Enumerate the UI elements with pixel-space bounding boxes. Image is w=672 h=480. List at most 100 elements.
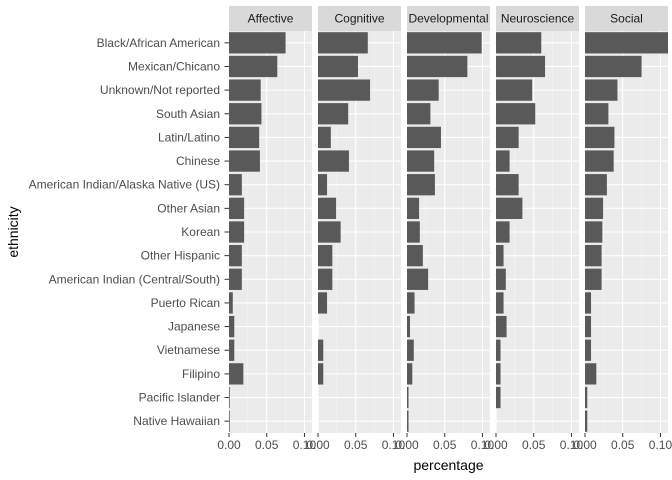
y-tick-label-japanese: Japanese	[168, 320, 220, 334]
bar-social-korean	[585, 221, 603, 243]
bar-affective-other-hispanic	[229, 245, 242, 267]
panel-social: Social 0.00 0.05 0.10	[573, 6, 672, 452]
y-tick-label-other-hispanic: Other Hispanic	[141, 249, 220, 263]
bar-social-puerto-rican	[585, 292, 592, 314]
bar-cognitive-south-asian	[318, 103, 349, 125]
bar-cognitive-other-hispanic	[318, 245, 333, 267]
bar-cognitive-korean	[318, 221, 341, 243]
y-tick-label-mexican-chicano: Mexican/Chicano	[128, 59, 220, 73]
y-axis-title: ethnicity	[5, 206, 21, 257]
bar-social-native-hawaiian	[585, 410, 588, 432]
panel-cognitive: Cognitive 0.00 0.05 0.10	[306, 6, 405, 452]
bar-neuroscience-chinese	[496, 150, 510, 172]
y-tick-label-latin-latino: Latin/Latino	[158, 130, 220, 144]
facet-label-affective: Affective	[248, 12, 294, 26]
bar-developmental-korean	[407, 221, 420, 243]
x-tick-label: 0.00	[573, 438, 597, 452]
bar-developmental-mexican-chicano	[407, 55, 468, 78]
bar-neuroscience-japanese	[496, 315, 507, 338]
x-axis-title: percentage	[413, 457, 483, 473]
bar-affective-american-indian-alaska-native-us	[229, 174, 242, 196]
bar-neuroscience-korean	[496, 221, 510, 243]
bar-social-american-indian-alaska-native-us	[585, 174, 607, 196]
bar-cognitive-puerto-rican	[318, 292, 328, 314]
bar-cognitive-filipino	[318, 363, 324, 385]
x-tick-label: 0.10	[471, 438, 495, 452]
bar-affective-vietnamese	[229, 339, 235, 361]
bar-neuroscience-latin-latino	[496, 126, 519, 149]
bar-social-vietnamese	[585, 339, 592, 361]
bar-affective-japanese	[229, 315, 235, 338]
bar-social-chinese	[585, 150, 614, 172]
bar-developmental-latin-latino	[407, 126, 441, 149]
bar-neuroscience-vietnamese	[496, 339, 501, 361]
bar-cognitive-american-indian-alaska-native-us	[318, 174, 328, 196]
bar-developmental-vietnamese	[407, 339, 414, 361]
y-tick-label-black-african-american: Black/African American	[97, 36, 220, 50]
x-tick-label: 0.05	[522, 438, 546, 452]
y-tick-label-other-asian: Other Asian	[157, 201, 220, 215]
bar-affective-filipino	[229, 363, 244, 385]
bar-cognitive-black-african-american	[318, 32, 368, 54]
bar-affective-pacific-islander	[229, 386, 230, 409]
y-tick-label-chinese: Chinese	[176, 154, 220, 168]
facet-strip	[407, 6, 490, 31]
bar-developmental-filipino	[407, 363, 413, 385]
bar-developmental-other-asian	[407, 197, 420, 219]
bar-cognitive-chinese	[318, 150, 349, 172]
facet-label-developmental: Developmental	[408, 12, 488, 26]
bar-cognitive-american-indian-central-south	[318, 268, 333, 290]
bar-cognitive-latin-latino	[318, 126, 331, 149]
bar-social-filipino	[585, 363, 597, 385]
x-tick-label: 0.10	[649, 438, 672, 452]
bar-social-south-asian	[585, 103, 609, 125]
bar-social-black-african-american	[585, 32, 668, 54]
bar-developmental-black-african-american	[407, 32, 482, 54]
bar-developmental-japanese	[407, 315, 411, 338]
bar-neuroscience-pacific-islander	[496, 386, 501, 409]
y-tick-label-native-hawaiian: Native Hawaiian	[133, 414, 220, 428]
y-tick-label-korean: Korean	[181, 225, 220, 239]
panel-neuroscience: Neuroscience 0.00 0.05 0.10	[484, 6, 583, 452]
facet-strip	[585, 6, 668, 31]
bar-social-american-indian-central-south	[585, 268, 602, 290]
y-tick-label-south-asian: South Asian	[156, 107, 220, 121]
y-tick-label-filipino: Filipino	[182, 367, 220, 381]
x-tick-label: 0.00	[395, 438, 419, 452]
facet-strip	[496, 6, 579, 31]
bar-affective-chinese	[229, 150, 260, 172]
bar-social-other-asian	[585, 197, 604, 219]
bar-affective-south-asian	[229, 103, 262, 125]
bar-social-other-hispanic	[585, 245, 602, 267]
bar-developmental-chinese	[407, 150, 435, 172]
panel-affective: Affective 0.00 0.05 0.10	[217, 6, 316, 452]
y-axis: Black/African American Mexican/Chicano Unk…	[29, 36, 229, 428]
bar-neuroscience-south-asian	[496, 103, 536, 125]
bar-cognitive-unknown-not-reported	[318, 79, 371, 101]
x-tick-label: 0.10	[382, 438, 406, 452]
x-tick-label: 0.00	[306, 438, 330, 452]
bar-affective-unknown-not-reported	[229, 79, 261, 101]
bar-social-mexican-chicano	[585, 55, 642, 78]
bar-affective-black-african-american	[229, 32, 286, 54]
bar-affective-native-hawaiian	[229, 410, 230, 432]
bar-developmental-native-hawaiian	[407, 410, 409, 432]
facet-label-cognitive: Cognitive	[334, 12, 384, 26]
bar-developmental-american-indian-central-south	[407, 268, 429, 290]
bar-neuroscience-american-indian-alaska-native-us	[496, 174, 519, 196]
panels: Affective 0.00 0.05 0.10 Cognitive 0.00 0.05 0.…	[217, 6, 672, 452]
bar-social-japanese	[585, 315, 592, 338]
x-tick-label: 0.00	[484, 438, 508, 452]
facet-label-social: Social	[610, 12, 643, 26]
x-tick-label: 0.10	[293, 438, 317, 452]
bar-neuroscience-mexican-chicano	[496, 55, 546, 78]
y-tick-label-american-indian-central-south: American Indian (Central/South)	[49, 272, 220, 286]
bar-neuroscience-other-hispanic	[496, 245, 504, 267]
bar-affective-mexican-chicano	[229, 55, 278, 78]
bar-developmental-american-indian-alaska-native-us	[407, 174, 435, 196]
x-tick-label: 0.00	[217, 438, 241, 452]
bar-cognitive-other-asian	[318, 197, 337, 219]
y-tick-label-puerto-rican: Puerto Rican	[151, 296, 220, 310]
y-tick-label-american-indian-alaska-native-us: American Indian/Alaska Native (US)	[29, 178, 220, 192]
x-tick-label: 0.10	[560, 438, 584, 452]
